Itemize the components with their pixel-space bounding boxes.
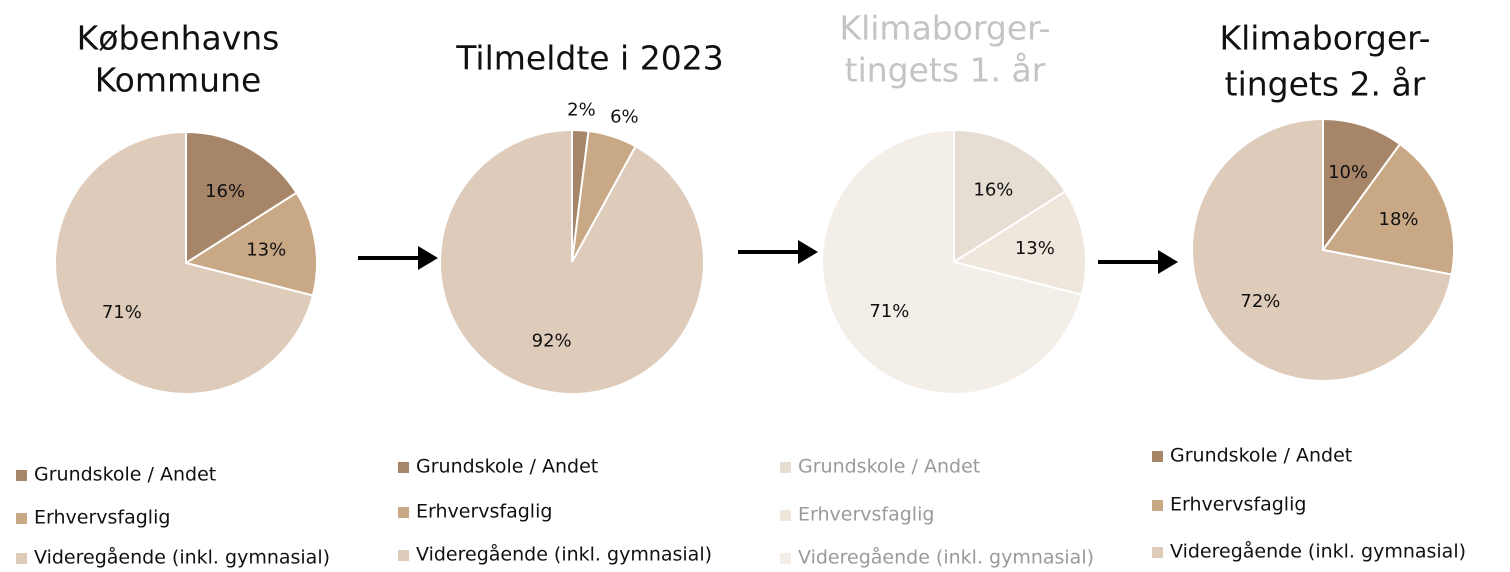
legend-label: Videregående (inkl. gymnasial)	[416, 543, 712, 566]
data-label: 16%	[205, 181, 245, 202]
legend-swatch	[1152, 547, 1163, 558]
pie-slice	[183, 191, 318, 297]
pie-slice	[439, 128, 705, 395]
chart-title: Tilmeldte i 2023	[455, 39, 723, 78]
chart-title: tingets 1. år	[845, 51, 1046, 90]
legend-label: Videregående (inkl. gymnasial)	[798, 546, 1094, 569]
pie-slice	[1191, 117, 1453, 382]
data-label: 71%	[102, 302, 142, 323]
legend-label: Grundskole / Andet	[34, 464, 216, 486]
pie-slice	[953, 128, 1067, 264]
chart-title: Kommune	[95, 61, 262, 100]
data-label: 71%	[869, 301, 909, 322]
legend-swatch	[398, 550, 409, 561]
pie-slice	[821, 128, 1084, 395]
pie-slice	[951, 189, 1087, 297]
legend-swatch	[16, 553, 27, 564]
legend-swatch	[398, 462, 409, 473]
legend-swatch	[780, 462, 791, 473]
pie-slice	[54, 130, 315, 395]
data-label: 6%	[610, 106, 639, 127]
pie-slice	[1321, 142, 1455, 276]
legend-label: Videregående (inkl. gymnasial)	[34, 546, 330, 569]
arrow-head	[1158, 250, 1178, 274]
chart-title: tingets 2. år	[1225, 65, 1426, 104]
chart-title: Klimaborger-	[839, 9, 1050, 48]
chart-title: Klimaborger-	[1219, 19, 1430, 58]
legend-label: Grundskole / Andet	[1170, 445, 1352, 467]
legend-label: Erhvervsfaglig	[1170, 494, 1306, 516]
data-label: 72%	[1240, 291, 1280, 312]
legend-swatch	[780, 553, 791, 564]
legend-label: Grundskole / Andet	[416, 456, 598, 478]
legend-swatch	[780, 510, 791, 521]
legend-swatch	[16, 470, 27, 481]
data-label: 2%	[567, 99, 596, 120]
arrows	[358, 240, 1178, 274]
data-label: 10%	[1328, 162, 1368, 183]
legend-label: Grundskole / Andet	[798, 456, 980, 478]
legend-label: Videregående (inkl. gymnasial)	[1170, 540, 1466, 563]
legend-swatch	[398, 507, 409, 518]
legend-swatch	[1152, 500, 1163, 511]
arrow-head	[418, 246, 438, 270]
legend-label: Erhvervsfaglig	[34, 507, 170, 529]
legend-label: Erhvervsfaglig	[416, 501, 552, 523]
legend-label: Erhvervsfaglig	[798, 504, 934, 526]
data-label: 13%	[246, 239, 286, 260]
arrow-head	[798, 240, 818, 264]
data-label: 92%	[532, 330, 572, 351]
pie-slice	[1322, 117, 1402, 254]
data-label: 16%	[973, 179, 1013, 200]
pie-slice	[185, 130, 298, 265]
data-label: 13%	[1015, 238, 1055, 259]
legend-swatch	[16, 513, 27, 524]
data-label: 18%	[1379, 209, 1419, 230]
chart-title: Københavns	[77, 19, 280, 58]
legend-swatch	[1152, 451, 1163, 462]
